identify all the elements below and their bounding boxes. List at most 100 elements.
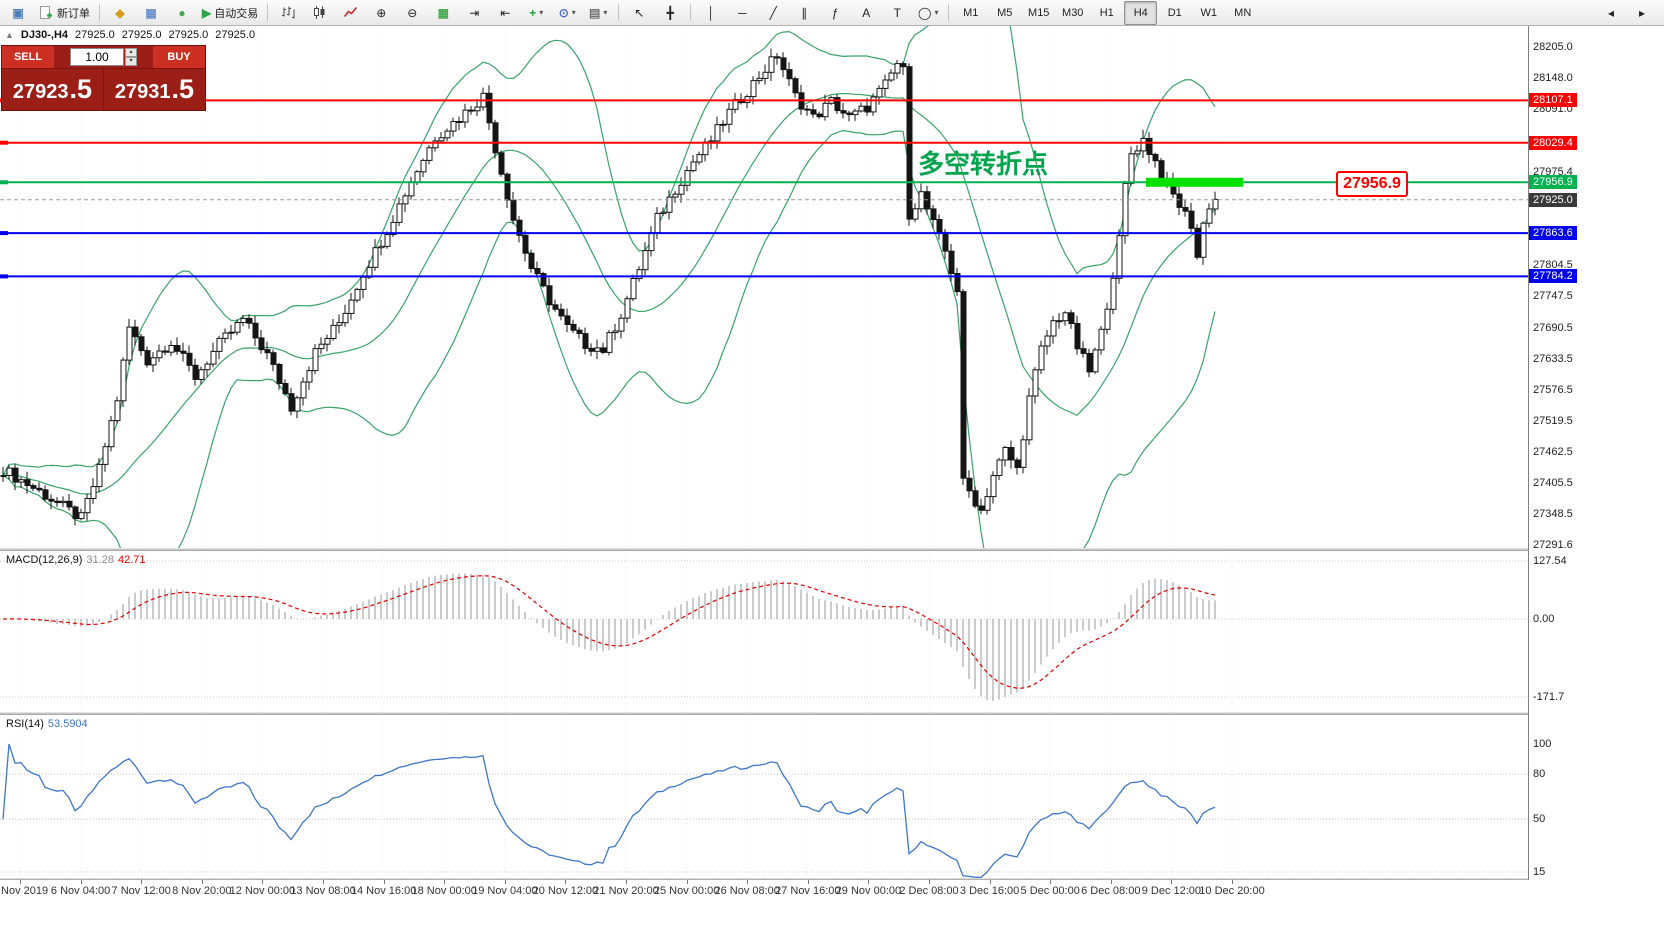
text-label-icon[interactable]: T: [893, 5, 901, 20]
sell-button[interactable]: SELL: [2, 46, 54, 68]
price-axis-label: 27576.5: [1533, 383, 1573, 396]
timeframe-m30-button[interactable]: M30: [1062, 6, 1084, 19]
ohlc-high: 27925.0: [121, 29, 162, 41]
macd-panel[interactable]: [0, 551, 1528, 712]
dropdown-arrow-icon: ▾: [603, 8, 608, 17]
macd-panel-separator[interactable]: [0, 548, 1664, 551]
macd-main-value: 31.28: [86, 554, 114, 566]
trendline-icon[interactable]: ╱: [769, 5, 777, 20]
dropdown-arrow-icon: ▾: [934, 8, 939, 17]
chart-annotation-text[interactable]: 多空转折点: [918, 149, 1049, 179]
hline-left-marker: [0, 231, 8, 236]
time-axis-label: 10 Dec 20:00: [1199, 885, 1265, 897]
ohlc-low: 27925.0: [168, 29, 209, 41]
time-axis-tick: [929, 880, 930, 884]
rsi-title: RSI(14): [6, 718, 44, 730]
time-axis-label: 29 Nov 00:00: [835, 885, 902, 897]
timeframe-m1-button[interactable]: M1: [963, 6, 979, 19]
price-axis-label: 27348.5: [1533, 507, 1573, 520]
time-axis-tick: [504, 880, 506, 884]
time-axis-label: 6 Dec 08:00: [1081, 885, 1141, 897]
timeframe-m15-button[interactable]: M15: [1028, 6, 1050, 19]
bollinger-lower-band: [2, 129, 1216, 548]
timeframe-d1-button[interactable]: D1: [1167, 6, 1182, 19]
toolbar-scroll-right-button[interactable]: ▸: [1638, 5, 1646, 20]
tile-windows-icon[interactable]: ▦: [437, 5, 449, 20]
shapes-button[interactable]: ◯ ▾: [918, 5, 939, 20]
price-level-badge: 27863.6: [1529, 226, 1577, 241]
support-highlight-band[interactable]: [1146, 177, 1243, 187]
time-axis-tick: [747, 880, 749, 884]
cursor-group: ↖ ╋: [624, 1, 685, 25]
new-order-button[interactable]: 新订单: [34, 1, 94, 25]
indicators-button[interactable]: + ▾: [529, 5, 544, 20]
time-axis-label: 18 Nov 00:00: [411, 885, 477, 897]
candlestick-chart-icon[interactable]: [304, 1, 334, 25]
price-axis-label: 27633.5: [1533, 352, 1573, 365]
rsi-panel[interactable]: [0, 715, 1528, 878]
toolbar-separator: [99, 4, 100, 21]
buy-price[interactable]: 27931.5: [103, 69, 205, 110]
data-window-icon[interactable]: ▦: [145, 5, 157, 20]
buy-button[interactable]: BUY: [153, 46, 205, 68]
periods-button[interactable]: ⊙ ▾: [558, 5, 576, 20]
auto-scroll-icon[interactable]: ⇥: [469, 5, 480, 20]
toolbar-scroll-left-button[interactable]: ◂: [1607, 5, 1615, 20]
time-axis-tick: [868, 880, 870, 884]
toolbar: ▣ 新订单 ◆ ▦ ● ▶ 自动交易 ⊕ ⊖ ▦ ⇥ ⇤ + ▾ ⊙ ▾ ▤ ▾ ↖ ╋ │ ─ ╱ ∥ ƒ A T ◯ ▾ M1 M5 M1…: [0, 0, 1664, 26]
rsi-panel-separator[interactable]: [0, 712, 1664, 715]
time-axis-tick: [262, 880, 264, 884]
macd-label: MACD(12,26,9) 31.28 42.71: [6, 554, 145, 566]
bar-chart-icon[interactable]: [273, 1, 303, 25]
crosshair-icon[interactable]: ╋: [666, 5, 674, 20]
horizontal-line-icon[interactable]: ─: [737, 5, 747, 20]
volume-input[interactable]: [70, 48, 124, 66]
one-click-trading-panel: SELL ▴ ▾ BUY 27923.5 27931.5: [1, 45, 206, 111]
volume-decrease-button[interactable]: ▾: [125, 57, 137, 66]
ohlc-close: 27925.0: [215, 29, 256, 41]
time-axis-separator: [0, 878, 1664, 880]
time-axis-label: 5 Dec 00:00: [1020, 885, 1080, 897]
time-axis-tick: [1171, 880, 1173, 884]
time-axis-tick: [1050, 880, 1052, 884]
autotrading-button[interactable]: ▶ 自动交易: [202, 5, 259, 20]
price-axis-label: 27747.5: [1533, 290, 1573, 303]
market-watch-icon[interactable]: ◆: [115, 5, 125, 20]
price-axis-label: 28148.0: [1533, 72, 1573, 85]
timeframe-h1-button[interactable]: H1: [1099, 6, 1114, 19]
timeframe-w1-button[interactable]: W1: [1200, 6, 1217, 19]
vertical-line-icon[interactable]: │: [707, 5, 715, 20]
text-icon[interactable]: A: [862, 5, 871, 20]
time-axis-label: 21 Nov 20:00: [593, 885, 659, 897]
time-axis-tick: [323, 880, 324, 884]
chart-shift-icon[interactable]: ⇤: [500, 5, 511, 20]
dropdown-arrow-icon: ▾: [571, 8, 576, 17]
timeframe-m5-button[interactable]: M5: [997, 6, 1013, 19]
price-axis[interactable]: 28205.0 28148.0 28091.0 27975.4 27804.5 27747…: [1528, 26, 1664, 880]
volume-increase-button[interactable]: ▴: [125, 48, 137, 57]
zoom-out-icon[interactable]: ⊖: [407, 5, 418, 20]
timeframe-h4-button[interactable]: H4: [1124, 0, 1158, 25]
panels-group: ◆ ▦ ● ▶ 自动交易: [105, 1, 262, 25]
channel-icon[interactable]: ∥: [801, 5, 808, 20]
cursor-icon[interactable]: ↖: [634, 5, 645, 20]
fibonacci-icon[interactable]: ƒ: [831, 5, 839, 20]
price-callout-label[interactable]: 27956.9: [1336, 171, 1408, 197]
chart-window-icon[interactable]: ▣: [12, 5, 24, 20]
ohlc-open: 27925.0: [75, 29, 115, 41]
sell-price[interactable]: 27923.5: [2, 69, 103, 110]
time-axis-tick: [141, 880, 143, 884]
timeframe-mn-button[interactable]: MN: [1234, 6, 1252, 19]
templates-button[interactable]: ▤ ▾: [589, 5, 608, 20]
chart-symbol-info: ▲ DJ30-,H4 27925.0 27925.0 27925.0 27925…: [5, 29, 255, 41]
one-click-panel-toggle[interactable]: ▲: [5, 30, 14, 40]
zoom-in-icon[interactable]: ⊕: [376, 5, 387, 20]
file-group: ▣ 新订单: [3, 1, 94, 25]
price-chart[interactable]: [0, 26, 1528, 548]
price-axis-label: 27975.4: [1533, 166, 1573, 179]
rsi-axis-label: 15: [1533, 866, 1546, 878]
navigator-icon[interactable]: ●: [178, 5, 186, 20]
line-chart-icon[interactable]: [335, 1, 365, 25]
time-axis-label: 20 Nov 12:00: [532, 885, 599, 897]
